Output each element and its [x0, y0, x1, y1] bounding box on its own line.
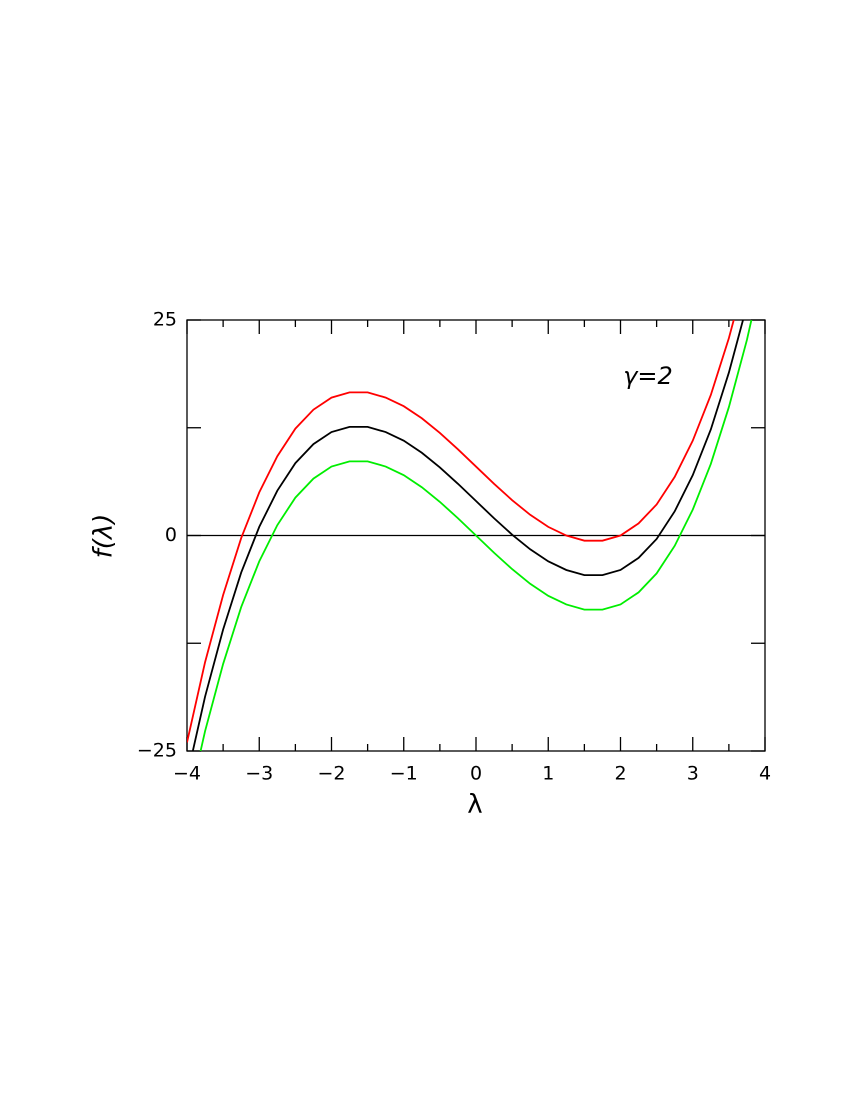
y-tick-label: −25 — [137, 740, 177, 762]
y-tick-label: 25 — [153, 309, 177, 331]
y-axis-label: f(λ) — [89, 514, 119, 559]
x-tick-label: −1 — [390, 763, 418, 785]
x-tick-label: 1 — [542, 763, 554, 785]
curve — [199, 320, 753, 751]
x-tick-label: −2 — [317, 763, 345, 785]
x-tick-label: −3 — [245, 763, 273, 785]
y-tick-label: 0 — [165, 524, 177, 546]
curve — [191, 320, 744, 751]
x-axis-label: λ — [467, 790, 482, 820]
x-tick-label: −4 — [173, 763, 201, 785]
curve — [187, 320, 735, 743]
x-tick-label: 4 — [759, 763, 771, 785]
x-tick-label: 3 — [687, 763, 699, 785]
annotation: γ=2 — [623, 362, 673, 390]
x-tick-label: 2 — [614, 763, 626, 785]
x-tick-label: 0 — [470, 763, 482, 785]
